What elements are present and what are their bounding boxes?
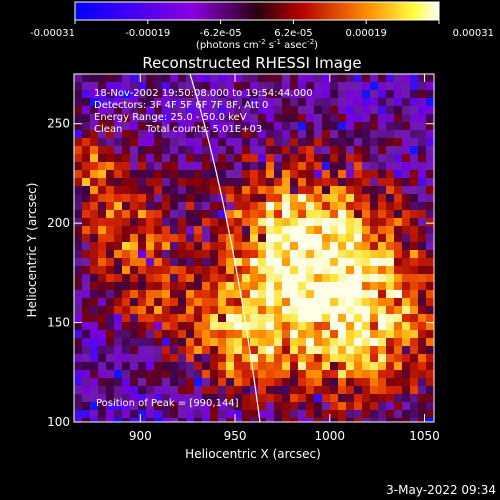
y-tick-label: 100: [47, 415, 70, 429]
footer-timestamp: 3-May-2022 09:34: [386, 483, 496, 497]
solar-image-map: [74, 74, 434, 422]
colorbar-tick-label: -0.00019: [125, 28, 170, 39]
info-clean-label: Clean: [94, 124, 122, 135]
colorbar-gradient: [74, 1, 440, 21]
colorbar-tick-label: 6.2e-05: [274, 28, 312, 39]
axis-ticks: 900 950 1000 1050 100 150 200 250: [47, 74, 440, 443]
colorbar-tick-label: -0.00031: [30, 28, 75, 39]
colorbar-tick-label: 0.00019: [346, 28, 387, 39]
info-time-range: 18-Nov-2002 19:50:08.000 to 19:54:44.000: [94, 88, 313, 99]
info-detectors: Detectors: 3F 4F 5F 6F 7F 8F, Att 0: [94, 100, 268, 111]
observation-info: 18-Nov-2002 19:50:08.000 to 19:54:44.000…: [94, 88, 313, 135]
x-tick-label: 1000: [315, 429, 346, 443]
colorbar-tick-label: -6.2e-05: [200, 28, 242, 39]
colorbar-unit: (photons cm-2 s-1 asec-2): [196, 38, 318, 51]
colorbar: -0.00031 -0.00019 -6.2e-05 6.2e-05 0.00019 0.…: [30, 1, 494, 51]
solar-limb-line: [189, 74, 261, 422]
y-tick-label: 200: [47, 216, 70, 230]
x-tick-label: 900: [129, 429, 152, 443]
y-tick-label: 250: [47, 117, 70, 131]
info-total-counts: Total counts: 5.01E+03: [145, 124, 262, 135]
x-tick-label: 950: [224, 429, 247, 443]
colorbar-ticks: -0.00031 -0.00019 -6.2e-05 6.2e-05 0.00019 0.…: [30, 20, 494, 39]
plot-title: Reconstructed RHESSI Image: [142, 54, 361, 72]
colorbar-tick-label: 0.00031: [453, 28, 494, 39]
x-axis-label: Heliocentric X (arcsec): [185, 447, 321, 461]
info-energy-range: Energy Range: 25.0 - 50.0 keV: [94, 112, 247, 123]
plot-frame: [73, 73, 435, 423]
y-axis-label: Heliocentric Y (arcsec): [25, 183, 39, 318]
y-tick-label: 150: [47, 316, 70, 330]
x-tick-label: 1050: [409, 429, 440, 443]
peak-position-label: Position of Peak = [990,144]: [96, 398, 239, 409]
